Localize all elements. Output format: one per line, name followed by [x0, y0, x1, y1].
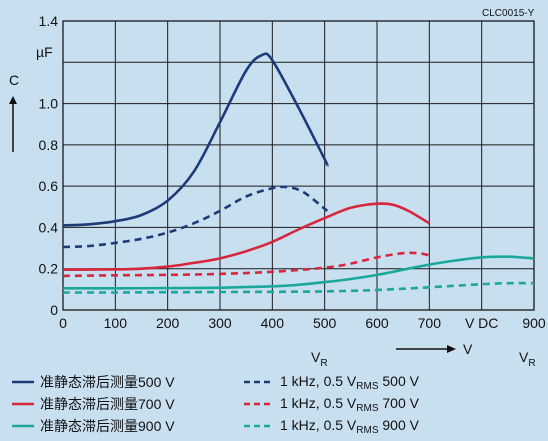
x-axis-label-right: VR — [519, 349, 536, 369]
y-tick-label: 1.4 — [39, 13, 59, 29]
series-line-0 — [62, 52, 329, 227]
grid — [62, 20, 535, 311]
x-tick-label: 900 — [522, 315, 546, 331]
chart-id-label: CLC0015-Y — [482, 8, 535, 19]
y-tick-label: 0.2 — [39, 261, 59, 277]
legend-item-1khz-700: 1 kHz, 0.5 VRMS 700 V — [244, 394, 504, 414]
legend-label: 1 kHz, 0.5 VRMS 900 V — [280, 416, 419, 436]
legend-label: 1 kHz, 0.5 VRMS 700 V — [280, 394, 419, 414]
legend-item-qs-700: 准静态滞后测量700 V — [12, 394, 244, 414]
plot-frame — [62, 20, 535, 311]
x-tick-label: V DC — [465, 315, 498, 331]
x-axis-arrow-label: V — [463, 341, 473, 357]
x-tick-label: 100 — [104, 315, 128, 331]
x-tick-label: 600 — [365, 315, 389, 331]
x-axis-arrow — [396, 345, 456, 353]
x-tick-label: 500 — [313, 315, 337, 331]
series-line-4 — [62, 255, 535, 290]
series-line-5 — [63, 281, 535, 294]
series-line-2 — [62, 202, 430, 271]
legend-item-1khz-500: 1 kHz, 0.5 VRMS 500 V — [244, 372, 504, 392]
x-tick-label: 0 — [59, 315, 67, 331]
plot-area — [63, 21, 534, 310]
chart: 0 0.2 0.4 0.6 0.8 1.0 1.4 0 100 200 300 400 500 600 7… — [9, 8, 546, 369]
legend-item-1khz-900: 1 kHz, 0.5 VRMS 900 V — [244, 416, 504, 436]
x-axis-label-left: VR — [311, 349, 328, 369]
legend: 准静态滞后测量500 V 1 kHz, 0.5 VRMS 500 V 准静态滞后… — [12, 372, 504, 436]
x-tick-labels: 0 100 200 300 400 500 600 700 V DC 900 — [59, 315, 546, 331]
legend-label: 准静态滞后测量900 V — [40, 418, 175, 434]
series-line-1 — [62, 185, 329, 249]
x-tick-label: 200 — [156, 315, 180, 331]
series-line-3 — [62, 251, 430, 278]
y-tick-labels: 0 0.2 0.4 0.6 0.8 1.0 1.4 — [39, 13, 59, 318]
series-group — [62, 52, 535, 294]
x-tick-label: 700 — [418, 315, 442, 331]
y-tick-label: 0.8 — [39, 137, 59, 153]
y-tick-label: 0 — [50, 302, 58, 318]
y-tick-label: 0.6 — [39, 178, 59, 194]
y-axis-arrow — [9, 96, 17, 152]
y-tick-label: 1.0 — [39, 96, 59, 112]
x-tick-label: 300 — [208, 315, 232, 331]
y-tick-label: 0.4 — [39, 219, 59, 235]
y-axis-label: C — [9, 72, 19, 88]
legend-label: 准静态滞后测量700 V — [40, 396, 175, 412]
x-tick-label: 400 — [261, 315, 285, 331]
legend-item-qs-500: 准静态滞后测量500 V — [12, 372, 244, 392]
y-axis-unit: µF — [36, 44, 53, 60]
legend-label: 1 kHz, 0.5 VRMS 500 V — [280, 372, 419, 392]
legend-item-qs-900: 准静态滞后测量900 V — [12, 416, 244, 436]
legend-label: 准静态滞后测量500 V — [40, 374, 175, 390]
